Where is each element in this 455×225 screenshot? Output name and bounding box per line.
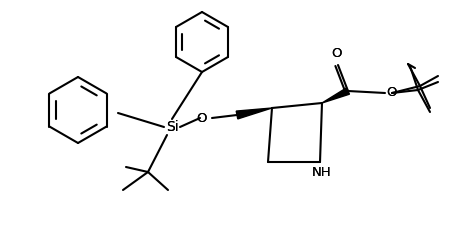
Text: NH: NH	[312, 166, 332, 179]
Text: NH: NH	[312, 166, 332, 179]
Text: O: O	[197, 112, 207, 124]
Text: O: O	[332, 47, 342, 60]
Text: Si: Si	[166, 120, 178, 134]
Text: Si: Si	[166, 120, 178, 134]
Polygon shape	[236, 108, 272, 119]
Polygon shape	[322, 88, 349, 103]
Text: O: O	[386, 86, 396, 99]
Text: O: O	[197, 112, 207, 124]
Text: O: O	[386, 86, 396, 99]
Text: O: O	[332, 47, 342, 60]
